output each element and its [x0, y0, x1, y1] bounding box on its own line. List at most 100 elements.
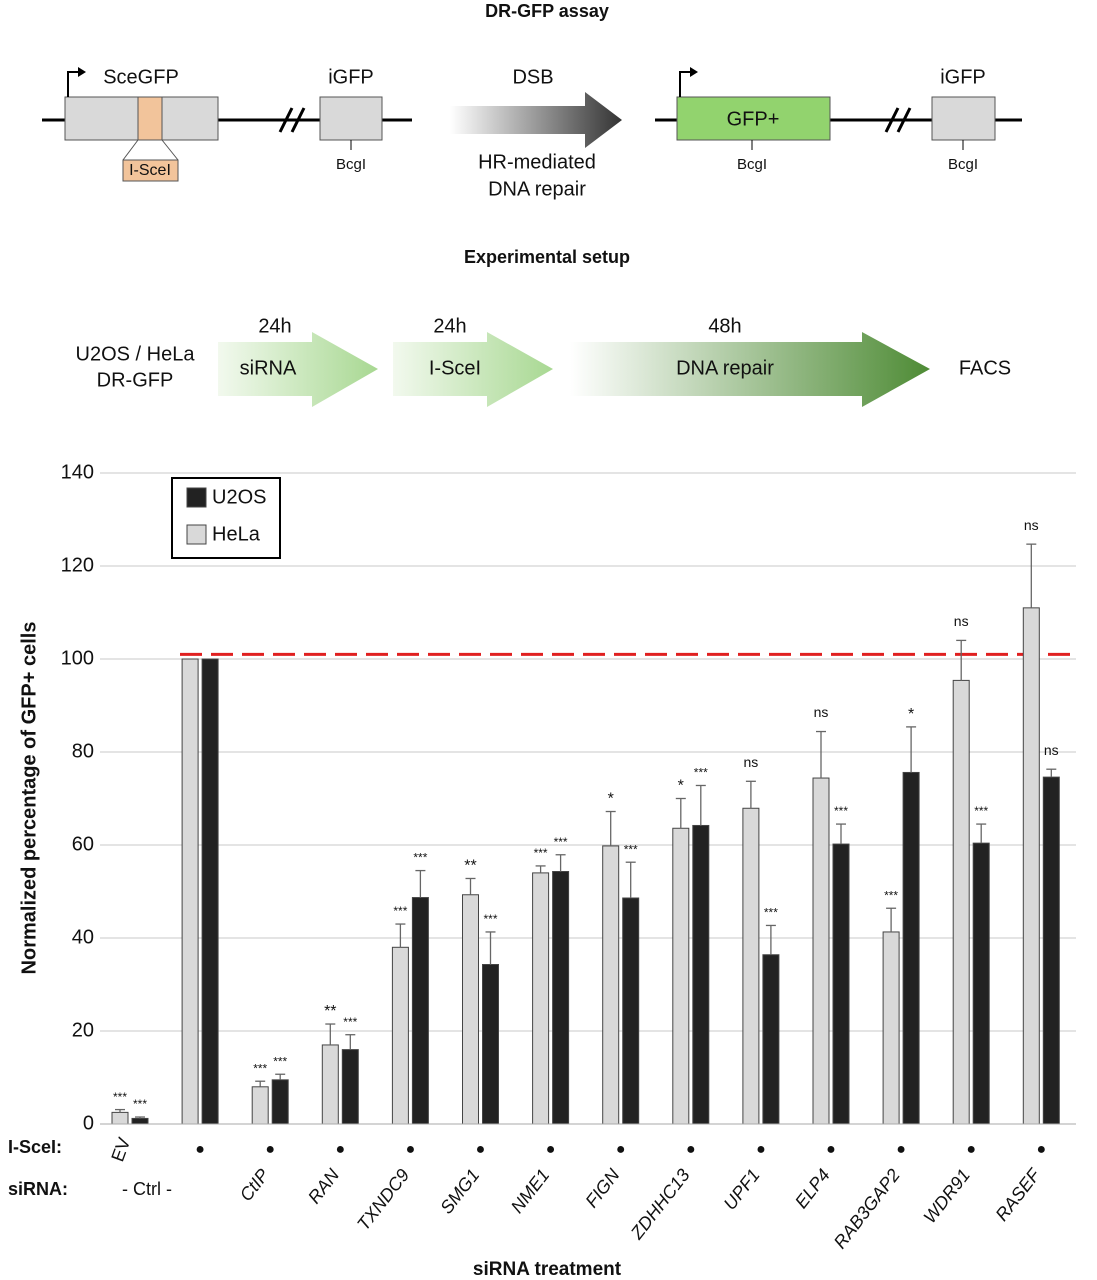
promoter [679, 71, 692, 97]
iscei-label: ● [406, 1141, 416, 1158]
marker-label: BcgI [948, 156, 978, 173]
bar [902, 771, 920, 1125]
bar [341, 1049, 359, 1125]
setup-diagram: Experimental setup U2OS / HeLa DR-GFP 24… [76, 247, 1011, 407]
significance-label: *** [113, 1090, 127, 1104]
bar [462, 894, 479, 1125]
y-tick-label: 40 [72, 926, 94, 948]
significance-label: *** [253, 1061, 267, 1075]
x-tick-label: ZDHHC13 [626, 1165, 693, 1244]
bar [672, 827, 690, 1125]
iscei-label: ● [896, 1141, 906, 1158]
significance-label: * [608, 791, 614, 808]
iscei-label: EV [107, 1135, 134, 1164]
bar [201, 658, 219, 1125]
break [278, 107, 306, 133]
site-box [137, 96, 163, 141]
bar [391, 946, 409, 1125]
step-arrow [393, 332, 553, 407]
legend-swatch [186, 524, 207, 545]
iscei-label: ● [335, 1141, 345, 1158]
x-axis-label: siRNA treatment [473, 1259, 622, 1280]
iscei-label: ● [195, 1141, 205, 1158]
iscei-label: ● [546, 1141, 556, 1158]
bar [251, 1086, 269, 1125]
step-time: 24h [258, 315, 291, 337]
x-tick-label: RAB3GAP2 [830, 1165, 904, 1252]
legend-box [171, 477, 281, 559]
bar [622, 897, 640, 1125]
gene-box [676, 96, 831, 141]
section-title: Experimental setup [464, 247, 630, 267]
row-label: siRNA: [8, 1179, 68, 1199]
significance-label: *** [413, 851, 427, 865]
step-label: DNA repair [676, 357, 774, 379]
section-title: DR-GFP assay [485, 1, 609, 21]
arrow-label: DNA repair [488, 178, 586, 200]
significance-label: *** [483, 912, 497, 926]
legend-swatch [186, 487, 207, 508]
arrow [450, 92, 622, 148]
significance-label: *** [694, 766, 708, 780]
bar [532, 872, 550, 1125]
significance-label: * [908, 706, 914, 723]
bar [321, 1044, 339, 1125]
cells-label: U2OS / HeLa [76, 343, 196, 365]
significance-label: *** [273, 1054, 287, 1068]
bar [181, 658, 199, 1125]
bar [832, 843, 850, 1125]
step-arrow [570, 332, 930, 407]
significance-label: *** [764, 906, 778, 920]
cells-label: DR-GFP [97, 369, 174, 391]
significance-label: *** [554, 835, 568, 849]
promoter [67, 71, 80, 97]
promoter-head [690, 67, 698, 77]
marker-label: BcgI [737, 156, 767, 173]
bar [552, 871, 570, 1125]
readout-label: FACS [959, 357, 1011, 379]
bar [1042, 776, 1060, 1125]
gene-label: GFP+ [727, 108, 780, 130]
arrow-label: DSB [512, 66, 553, 88]
iscei-label: ● [1036, 1141, 1046, 1158]
arrow-label: HR-mediated [478, 151, 596, 173]
significance-label: ** [324, 1003, 336, 1020]
step-time: 24h [433, 315, 466, 337]
promoter-head [78, 67, 86, 77]
site-label: I-SceI [129, 162, 171, 179]
significance-label: ns [744, 754, 759, 770]
x-tick-label: NME1 [507, 1165, 554, 1217]
bar [111, 1111, 129, 1125]
site-label-box [122, 159, 179, 182]
significance-label: *** [624, 842, 638, 856]
bar [1022, 607, 1040, 1125]
legend-label: HeLa [212, 523, 261, 545]
significance-label: *** [133, 1097, 147, 1111]
significance-label: ns [814, 704, 829, 720]
significance-label: ns [1024, 517, 1039, 533]
bar [482, 964, 499, 1125]
bar [742, 807, 760, 1125]
iscei-label: ● [686, 1141, 696, 1158]
gene-label: iGFP [328, 66, 374, 88]
x-tick-label: RASEF [991, 1164, 1044, 1224]
bar [812, 777, 830, 1125]
significance-label: ns [954, 613, 969, 629]
iscei-label: ● [616, 1141, 626, 1158]
y-axis-label: Normalized percentage of GFP+ cells [18, 622, 40, 975]
x-tick-label: ELP4 [791, 1165, 834, 1212]
x-tick-label: WDR91 [920, 1165, 975, 1227]
significance-label: *** [534, 846, 548, 860]
bar [692, 824, 710, 1125]
significance-label: *** [343, 1015, 357, 1029]
bar [762, 954, 780, 1125]
bar [972, 842, 990, 1125]
y-tick-label: 140 [61, 461, 94, 483]
iscei-label: ● [756, 1141, 766, 1158]
significance-label: *** [834, 804, 848, 818]
significance-label: *** [974, 804, 988, 818]
row-label: I-SceI: [8, 1137, 62, 1157]
iscei-label: ● [265, 1141, 275, 1158]
iscei-label: ● [966, 1141, 976, 1158]
dr-gfp-diagram: DR-GFP assay I-SceI SceGFP iGFP BcgI DSB… [42, 1, 1022, 200]
